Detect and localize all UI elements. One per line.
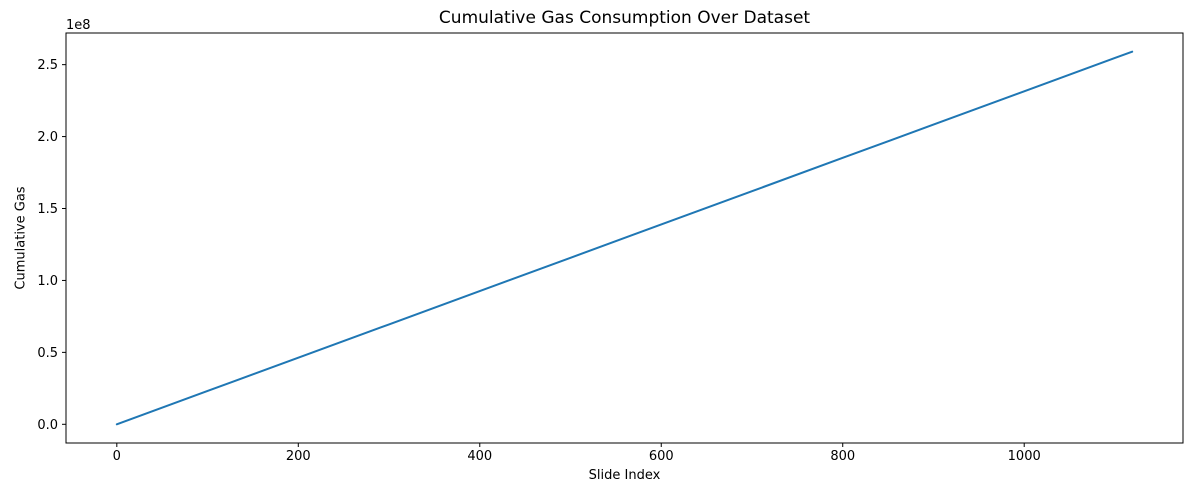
x-tick-label: 1000 — [1008, 449, 1041, 464]
y-axis-offset-text: 1e8 — [66, 18, 91, 33]
x-axis-label: Slide Index — [588, 468, 661, 483]
x-tick-label: 400 — [467, 449, 492, 464]
y-tick-label: 2.5 — [37, 58, 58, 73]
chart-title: Cumulative Gas Consumption Over Dataset — [438, 8, 811, 28]
y-tick-label: 1.0 — [37, 274, 58, 289]
y-tick-label: 0.5 — [37, 346, 58, 361]
y-axis-ticks: 0.0 0.5 1.0 1.5 2.0 2.5 — [37, 58, 66, 433]
x-tick-label: 600 — [649, 449, 674, 464]
y-tick-label: 1.5 — [37, 202, 58, 217]
x-tick-label: 200 — [286, 449, 311, 464]
y-tick-label: 0.0 — [37, 418, 58, 433]
x-tick-label: 800 — [830, 449, 855, 464]
y-tick-label: 2.0 — [37, 130, 58, 145]
series-lines — [115, 50, 1134, 426]
x-axis-ticks: 0 200 400 600 800 1000 — [113, 443, 1041, 464]
x-tick-label: 0 — [113, 449, 121, 464]
cumulative_gas-line — [115, 50, 1134, 426]
